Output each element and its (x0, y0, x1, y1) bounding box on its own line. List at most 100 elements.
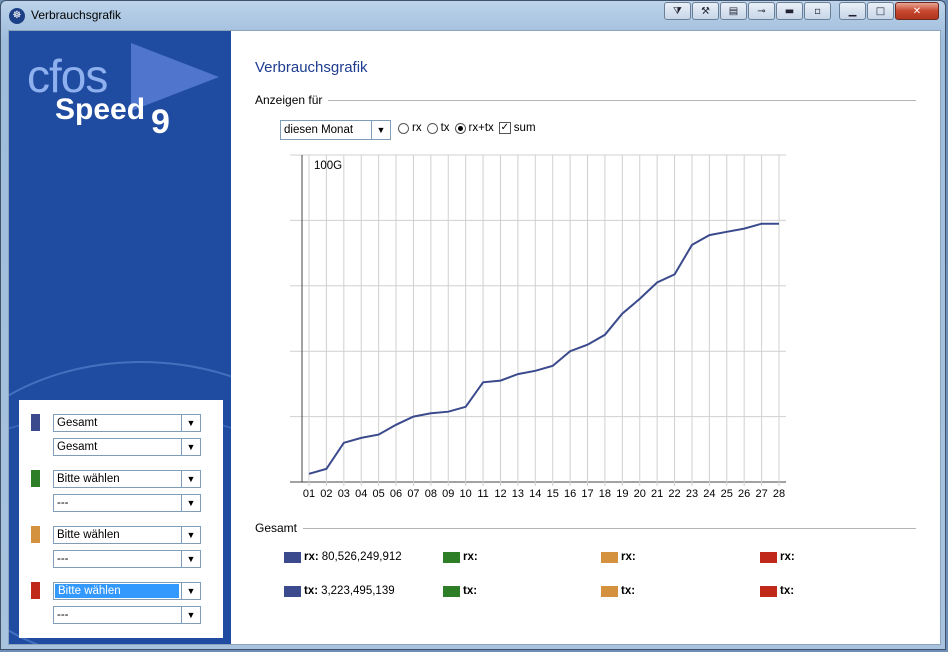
title-bar[interactable]: ☸ Verbrauchsgrafik ⧩ ⚒ ▤ ⊸ ▬ ▫ ▁ □ ✕ (1, 1, 945, 29)
x-tick-label: 10 (460, 488, 472, 500)
series-selector-panel: Gesamt ▼ Gesamt ▼ Bitte wählen ▼ --- ▼ Bitte… (19, 400, 223, 638)
chevron-down-icon[interactable]: ▼ (181, 439, 200, 455)
chevron-down-icon[interactable]: ▼ (181, 607, 200, 623)
monitor-icon[interactable]: ▤ (720, 2, 747, 20)
legend-entry: tx: (443, 585, 480, 597)
cfos-speed-logo: cfos Speed 9 (21, 41, 221, 141)
chart-grid (290, 154, 786, 486)
maximize-icon[interactable]: □ (867, 2, 894, 20)
x-tick-label: 20 (634, 488, 646, 500)
legend-entry: rx: (760, 551, 798, 563)
chevron-down-icon[interactable]: ▼ (181, 583, 200, 599)
x-tick-label: 26 (738, 488, 750, 500)
legend-label: rx: (621, 551, 636, 563)
x-tick-label: 17 (581, 488, 593, 500)
period-value: diesen Monat (284, 124, 354, 136)
page-title: Verbrauchsgrafik (255, 59, 368, 76)
x-tick-label: 01 (303, 488, 315, 500)
x-tick-labels: 01 02 03 04 05 06 07 08 09 10 11 12 13 14 15 16 17 18 19 20… (303, 488, 785, 500)
chevron-down-icon[interactable]: ▼ (181, 495, 200, 511)
select-value-highlighted: Bitte wählen (55, 584, 179, 598)
legend-swatch (284, 551, 301, 563)
minimize-icon[interactable]: ▁ (839, 2, 866, 20)
select-value: Gesamt (57, 417, 98, 429)
x-tick-label: 04 (355, 488, 367, 500)
series-2-color-swatch (31, 470, 40, 487)
plug-icon[interactable]: ⊸ (748, 2, 775, 20)
select-value: --- (57, 553, 69, 565)
radio-rx[interactable] (398, 122, 409, 134)
minus-icon[interactable]: ▬ (776, 2, 803, 20)
filter-icon[interactable]: ⧩ (664, 2, 691, 20)
series-3-item-select[interactable]: --- ▼ (53, 550, 201, 568)
x-tick-label: 24 (703, 488, 715, 500)
legend-label: rx: (304, 551, 319, 563)
usage-chart: 01 02 03 04 05 06 07 08 09 10 11 12 13 14 15 16 17 18 19 20… (290, 154, 786, 500)
legend-label: tx: (621, 585, 636, 597)
legend-label: tx: (780, 585, 795, 597)
select-value: Gesamt (57, 441, 98, 453)
select-value: --- (57, 497, 69, 509)
x-tick-label: 18 (599, 488, 611, 500)
legend-value: 3,223,495,139 (321, 585, 395, 597)
legend-entry: tx: 3,223,495,139 (284, 585, 395, 597)
client-area: cfos Speed 9 Gesamt ▼ Gesamt ▼ Bitte wähle… (8, 30, 941, 645)
x-tick-label: 02 (320, 488, 332, 500)
x-tick-label: 11 (477, 488, 488, 500)
series-3-source-select[interactable]: Bitte wählen ▼ (53, 526, 201, 544)
option-tx[interactable]: tx (426, 122, 450, 134)
x-tick-label: 03 (338, 488, 350, 500)
option-rx-tx[interactable]: rx+tx (454, 122, 494, 134)
series-line-total (308, 222, 779, 475)
chevron-down-icon[interactable]: ▼ (181, 471, 200, 487)
restore-icon[interactable]: ▫ (804, 2, 831, 20)
logo-version: 9 (151, 103, 170, 141)
series-1-source-select[interactable]: Gesamt ▼ (53, 414, 201, 432)
close-icon[interactable]: ✕ (895, 2, 939, 20)
option-label: tx (440, 122, 450, 134)
radio-rx-tx[interactable] (454, 122, 466, 134)
chevron-down-icon[interactable]: ▼ (181, 551, 200, 567)
select-value: --- (57, 609, 69, 621)
series-2-source-select[interactable]: Bitte wählen ▼ (53, 470, 201, 488)
radio-tx[interactable] (426, 122, 438, 134)
sidebar: cfos Speed 9 Gesamt ▼ Gesamt ▼ Bitte wähle… (9, 31, 231, 644)
x-tick-label: 28 (773, 488, 785, 500)
legend-label: rx: (463, 551, 478, 563)
series-4-item-select[interactable]: --- ▼ (53, 606, 201, 624)
legend-tx-row: tx: 3,223,495,139 tx: tx: tx: (231, 585, 940, 601)
option-rx[interactable]: rx (398, 122, 422, 134)
legend-swatch (443, 551, 460, 563)
show-for-label: Anzeigen für (255, 93, 329, 107)
x-tick-label: 23 (686, 488, 698, 500)
x-tick-label: 09 (442, 488, 454, 500)
decorative-swoosh (9, 361, 231, 644)
legend-entry: rx: (601, 551, 639, 563)
x-tick-label: 21 (651, 488, 663, 500)
x-tick-label: 19 (616, 488, 628, 500)
select-value: Bitte wählen (57, 529, 120, 541)
select-value: Bitte wählen (57, 473, 120, 485)
series-4-source-select[interactable]: Bitte wählen ▼ (53, 582, 201, 600)
series-1-item-select[interactable]: Gesamt ▼ (53, 438, 201, 456)
option-sum[interactable]: ✓ sum (498, 122, 536, 134)
checkbox-sum[interactable]: ✓ (498, 122, 511, 134)
tools-icon[interactable]: ⚒ (692, 2, 719, 20)
legend-label: rx: (780, 551, 795, 563)
titlebar-buttons: ⧩ ⚒ ▤ ⊸ ▬ ▫ ▁ □ ✕ (664, 2, 939, 20)
legend-entry: tx: (760, 585, 797, 597)
chevron-down-icon[interactable]: ▼ (181, 527, 200, 543)
legend-label: tx: (463, 585, 478, 597)
logo-text-cfos: cfos (27, 50, 108, 102)
legend-swatch (443, 585, 460, 597)
chevron-down-icon[interactable]: ▼ (181, 415, 200, 431)
series-2-item-select[interactable]: --- ▼ (53, 494, 201, 512)
period-select[interactable]: diesen Monat ▼ (280, 120, 391, 140)
x-tick-label: 25 (721, 488, 733, 500)
section-divider (255, 528, 916, 529)
x-tick-label: 14 (529, 488, 541, 500)
total-label: Gesamt (255, 521, 304, 535)
chevron-down-icon[interactable]: ▼ (371, 121, 390, 139)
cfos-app-icon[interactable]: ☸ (9, 8, 25, 24)
x-tick-label: 06 (390, 488, 402, 500)
